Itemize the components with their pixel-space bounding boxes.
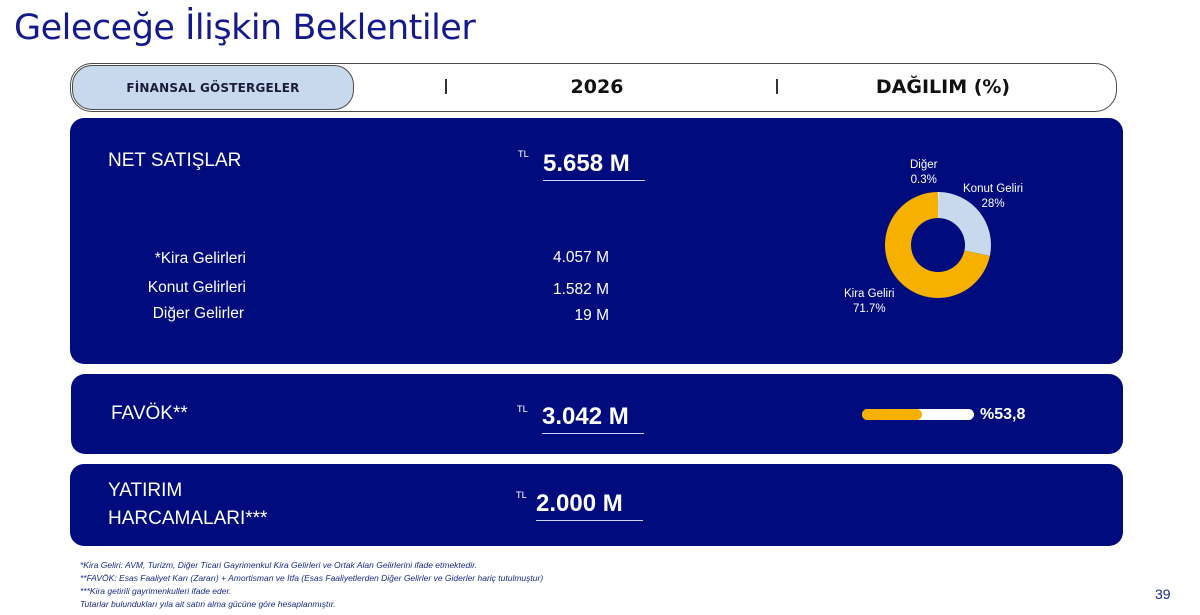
ebitda-margin-bar [862, 409, 974, 420]
ebitda-margin-fill [862, 409, 923, 420]
footnote: *Kira Geliri: AVM, Turizm, Diğer Ticari … [80, 560, 478, 570]
header-separator [776, 79, 778, 94]
net-sales-value: 5.658 M [543, 150, 645, 181]
residential-income-label: Konut Gelirleri [147, 279, 246, 296]
currency-unit: TL [516, 491, 527, 501]
donut-label-other-value: 0.3% [910, 174, 937, 186]
distribution-donut-chart [885, 192, 991, 298]
other-income-label: Diğer Gelirler [152, 305, 244, 322]
donut-label-rent-value: 71.7% [852, 303, 886, 315]
footnote: **FAVÖK: Esas Faaliyet Karı (Zararı) + A… [80, 573, 544, 583]
net-sales-panel: NET SATIŞLAR TL 5.658 M *Kira Gelirleri … [70, 118, 1123, 364]
column-header-distribution: DAĞILIM (%) [875, 76, 1011, 98]
donut-slice-residential [938, 192, 991, 256]
net-sales-label: NET SATIŞLAR [108, 150, 242, 171]
page-title: Geleceğe İlişkin Beklentiler [14, 8, 476, 48]
rent-income-label: *Kira Gelirleri [154, 250, 246, 267]
donut-label-residential: Konut Geliri 28% [963, 182, 1023, 212]
footnotes: *Kira Geliri: AVM, Turizm, Diğer Ticari … [80, 559, 543, 611]
footnote: Tutarlar bulundukları yıla ait satın alm… [80, 599, 336, 609]
capex-panel: YATIRIM HARCAMALARI*** TL 2.000 M [70, 464, 1123, 546]
donut-label-rent: Kira Geliri 71.7% [844, 287, 894, 317]
donut-label-rent-name: Kira Geliri [844, 288, 895, 300]
capex-value: 2.000 M [536, 490, 643, 521]
ebitda-label: FAVÖK** [111, 403, 188, 424]
donut-label-other-name: Diğer [910, 159, 938, 171]
currency-unit: TL [518, 150, 529, 160]
donut-label-other: Diğer 0.3% [910, 158, 937, 188]
column-header-year: 2026 [570, 76, 624, 98]
ebitda-value: 3.042 M [542, 403, 644, 434]
tab-financial-indicators[interactable]: FİNANSAL GÖSTERGELER [72, 65, 354, 110]
ebitda-margin-text: %53,8 [980, 406, 1026, 423]
donut-label-residential-name: Konut Geliri [963, 183, 1024, 195]
other-income-value: 19 M [574, 307, 609, 324]
donut-slice-other [938, 192, 939, 219]
currency-unit: TL [517, 405, 528, 415]
donut-label-residential-value: 28% [981, 198, 1005, 210]
residential-income-value: 1.582 M [552, 281, 609, 298]
donut-slice-rent [885, 192, 990, 298]
capex-label-line2: HARCAMALARI*** [108, 508, 268, 529]
header-separator [445, 79, 447, 94]
rent-income-value: 4.057 M [552, 249, 609, 266]
capex-label-line1: YATIRIM [108, 480, 183, 501]
page-number: 39 [1155, 586, 1171, 602]
footnote: ***Kira getirili gayrimenkulleri ifade e… [80, 586, 232, 596]
